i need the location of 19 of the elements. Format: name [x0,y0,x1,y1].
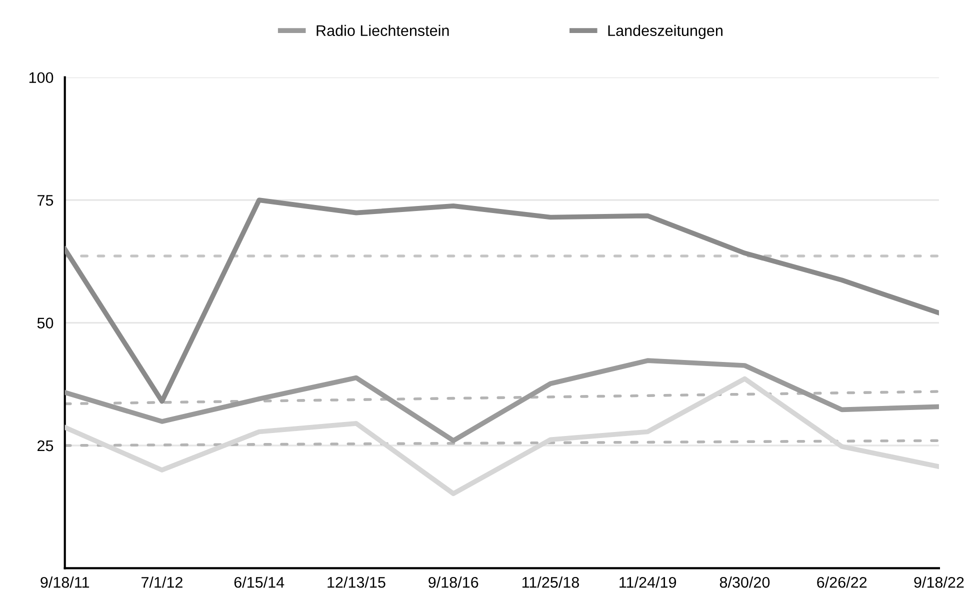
y-tick-label: 25 [38,440,54,452]
x-tick-label: 6/15/14 [234,576,284,588]
x-tick-label: 7/1/12 [142,576,182,588]
x-tick-label: 11/25/18 [522,576,579,588]
y-tick-label: 75 [38,195,54,206]
y-tick-label: 50 [37,318,54,328]
x-tick-label: 9/18/22 [914,576,964,588]
x-tick-label: 11/24/19 [620,576,676,588]
legend-label: Landeszeitungen [608,24,722,40]
y-tick-label: 100 [29,72,54,84]
line-series [64,376,939,496]
line-series [64,358,939,444]
x-tick-label: 8/30/20 [720,576,770,588]
legend-label: Radio Liechtenstein [316,24,449,36]
x-tick-label: 6/26/22 [817,576,867,588]
line-series [64,198,939,404]
x-tick-label: 12/13/15 [328,576,386,588]
x-tick-label: 9/18/16 [428,576,478,588]
x-tick-label: 9/18/11 [40,576,90,588]
